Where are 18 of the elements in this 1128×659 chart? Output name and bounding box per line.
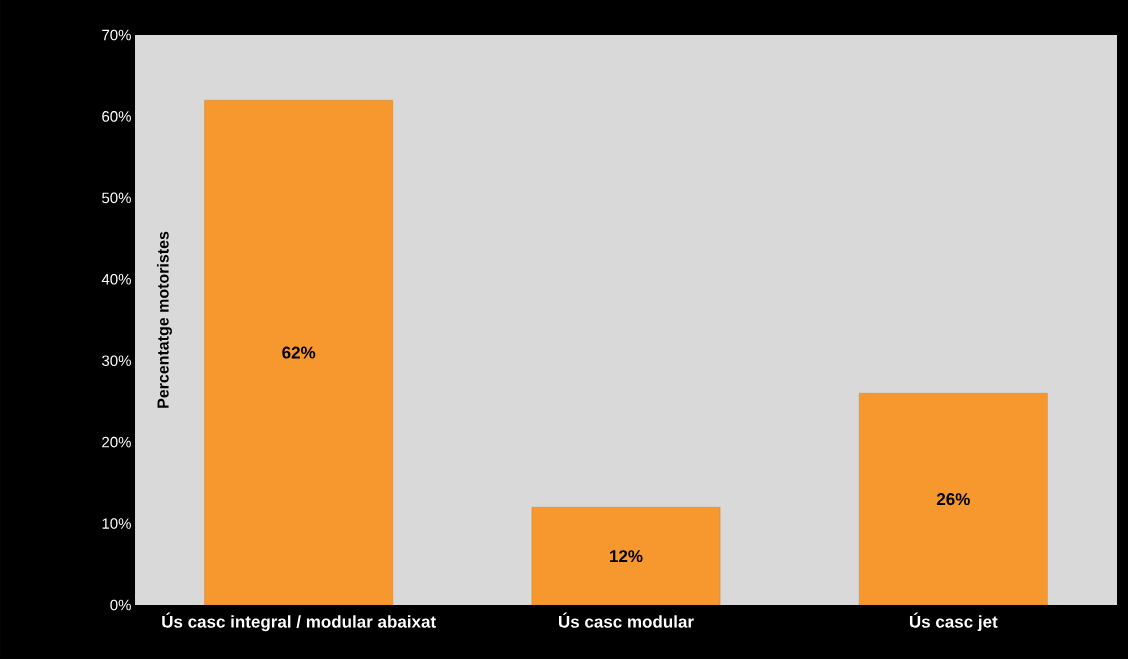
bar bbox=[204, 99, 393, 605]
data-label: 12% bbox=[610, 550, 643, 563]
y-tick-label: 60% bbox=[102, 111, 131, 122]
x-tick-label: Ús casc modular bbox=[559, 612, 694, 628]
y-axis-title: Percentatge motoristes bbox=[156, 231, 172, 408]
data-label: 26% bbox=[936, 493, 970, 506]
bar bbox=[531, 507, 721, 605]
x-tick-label: Ús casc integral / modular abaixat bbox=[162, 612, 436, 632]
y-tick-label: 30% bbox=[102, 355, 131, 367]
bar bbox=[859, 393, 1048, 605]
y-tick-label: 10% bbox=[102, 518, 131, 529]
x-tick-label: Ús casc jet bbox=[909, 612, 998, 632]
y-tick-label: 50% bbox=[102, 192, 131, 204]
y-tick-label: 40% bbox=[101, 273, 131, 285]
y-tick-label: 0% bbox=[110, 599, 131, 611]
data-label: 62% bbox=[282, 346, 316, 359]
y-tick-label: 70% bbox=[102, 29, 131, 41]
y-tick-label: 20% bbox=[102, 436, 131, 448]
